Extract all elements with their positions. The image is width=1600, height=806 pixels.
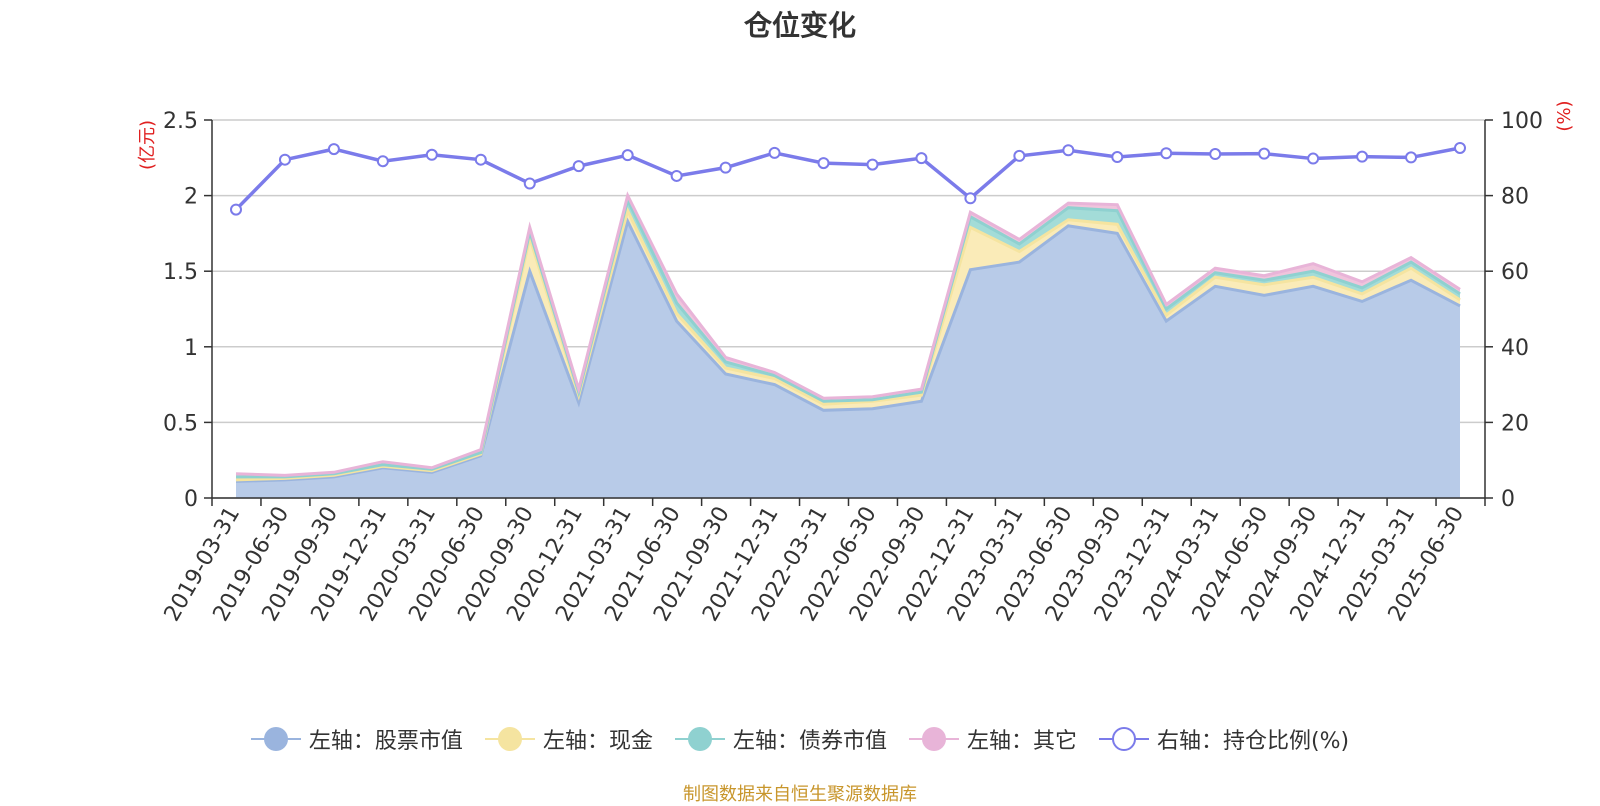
legend-label: 左轴：股票市值: [308, 729, 463, 754]
ratio-point[interactable]: [1356, 150, 1369, 163]
ratio-point[interactable]: [1209, 148, 1222, 161]
right-tick-label: 40: [1501, 336, 1529, 361]
legend-marker: [1098, 727, 1149, 751]
left-tick-label: 1: [184, 336, 198, 361]
chart-title: 仓位变化: [743, 9, 856, 42]
stacked-areas: [235, 191, 1461, 499]
ratio-point[interactable]: [866, 158, 879, 171]
right-axis-unit: (%): [1554, 100, 1575, 131]
legend-marker: [484, 727, 535, 751]
ratio-point[interactable]: [278, 153, 291, 166]
right-tick-label: 20: [1501, 411, 1529, 436]
ratio-point[interactable]: [1454, 141, 1466, 154]
holding-ratio-line: [230, 141, 1466, 216]
legend-item[interactable]: 右轴：持仓比例(%): [1098, 723, 1350, 755]
legend-marker: [250, 727, 301, 751]
ratio-point[interactable]: [817, 157, 830, 170]
ratio-point[interactable]: [1405, 151, 1418, 164]
legend-item[interactable]: 左轴：其它: [908, 723, 1077, 755]
ratio-point[interactable]: [719, 161, 732, 174]
area-edge-3: [235, 191, 1461, 477]
legend-label: 右轴：持仓比例(%): [1156, 729, 1350, 754]
ratio-point[interactable]: [425, 148, 438, 161]
ratio-point[interactable]: [376, 155, 389, 168]
legend-label: 左轴：其它: [966, 729, 1077, 754]
left-tick-label: 0.5: [163, 411, 198, 436]
left-tick-label: 2: [184, 185, 198, 210]
ratio-point[interactable]: [768, 146, 781, 159]
ratio-point[interactable]: [230, 203, 242, 216]
left-tick-label: 2.5: [163, 109, 198, 134]
ratio-point[interactable]: [915, 152, 928, 165]
right-tick-label: 80: [1501, 185, 1529, 210]
ratio-point[interactable]: [1307, 152, 1320, 165]
left-axis-unit: (亿元): [137, 120, 158, 170]
legend-marker: [674, 727, 725, 751]
source-note: 制图数据来自恒生聚源数据库: [683, 784, 917, 805]
legend-marker: [908, 727, 959, 751]
ratio-point[interactable]: [327, 143, 340, 156]
area-edge-2: [236, 195, 1461, 479]
left-tick-label: 1.5: [163, 260, 198, 285]
left-tick-label: 0: [184, 487, 198, 512]
ratio-point[interactable]: [1013, 149, 1026, 162]
legend-item[interactable]: 左轴：债券市值: [674, 723, 887, 755]
legend-item[interactable]: 左轴：股票市值: [250, 723, 463, 755]
legend-label: 左轴：债券市值: [732, 729, 887, 754]
chart-legend: 左轴：股票市值 左轴：现金 左轴：债券市值 左轴：其它 右轴：持仓比例(%): [0, 723, 1600, 755]
legend-item[interactable]: 左轴：现金: [484, 723, 653, 755]
ratio-point[interactable]: [572, 160, 585, 173]
right-tick-label: 60: [1501, 260, 1529, 285]
ratio-point[interactable]: [670, 169, 683, 182]
ratio-point[interactable]: [474, 153, 487, 166]
area-0: [236, 221, 1460, 498]
ratio-point[interactable]: [621, 149, 634, 162]
ratio-point[interactable]: [1062, 144, 1075, 157]
right-tick-label: 100: [1501, 109, 1543, 134]
ratio-point[interactable]: [523, 177, 536, 190]
ratio-point[interactable]: [964, 192, 977, 205]
legend-label: 左轴：现金: [542, 729, 653, 754]
ratio-point[interactable]: [1258, 147, 1271, 160]
ratio-point[interactable]: [1111, 151, 1124, 164]
ratio-point[interactable]: [1160, 147, 1173, 160]
ratio-line-path: [234, 146, 1461, 211]
right-tick-label: 0: [1501, 487, 1515, 512]
